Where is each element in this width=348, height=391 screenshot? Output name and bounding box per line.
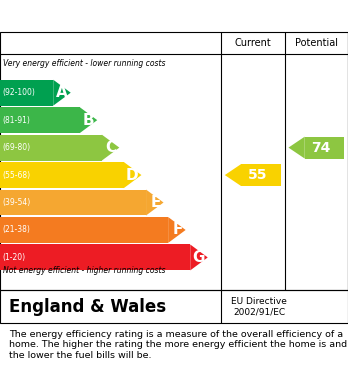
Bar [0, 162, 124, 188]
Text: (69-80): (69-80) [2, 143, 30, 152]
Text: England & Wales: England & Wales [9, 298, 166, 316]
Text: 55: 55 [247, 168, 267, 182]
Text: A: A [56, 85, 68, 100]
Bar [0, 107, 80, 133]
Text: Not energy efficient - higher running costs: Not energy efficient - higher running co… [3, 265, 166, 274]
Text: F: F [173, 222, 183, 237]
Polygon shape [190, 244, 208, 271]
Text: 74: 74 [311, 141, 331, 154]
Text: (39-54): (39-54) [2, 198, 30, 207]
Bar [0, 244, 190, 271]
Bar [0, 80, 53, 106]
Bar [0, 135, 102, 161]
Text: Current: Current [235, 38, 271, 48]
Text: Very energy efficient - lower running costs: Very energy efficient - lower running co… [3, 59, 166, 68]
Polygon shape [225, 164, 241, 186]
Text: EU Directive
2002/91/EC: EU Directive 2002/91/EC [231, 297, 287, 316]
Text: Potential: Potential [295, 38, 338, 48]
Polygon shape [168, 217, 185, 243]
Text: Energy Efficiency Rating: Energy Efficiency Rating [9, 9, 211, 23]
Polygon shape [124, 162, 141, 188]
Bar [0, 190, 146, 215]
Text: (92-100): (92-100) [2, 88, 35, 97]
Text: B: B [83, 113, 94, 127]
Bar [0, 217, 168, 243]
Text: G: G [192, 250, 205, 265]
Text: (1-20): (1-20) [2, 253, 25, 262]
Text: (81-91): (81-91) [2, 116, 30, 125]
Bar [305, 136, 344, 159]
Polygon shape [288, 136, 305, 159]
Text: C: C [105, 140, 117, 155]
Polygon shape [53, 80, 71, 106]
Polygon shape [80, 107, 97, 133]
Text: The energy efficiency rating is a measure of the overall efficiency of a home. T: The energy efficiency rating is a measur… [9, 330, 347, 360]
Polygon shape [146, 190, 164, 215]
Polygon shape [102, 135, 119, 161]
Text: E: E [150, 195, 161, 210]
Bar [241, 164, 281, 186]
Text: D: D [126, 168, 139, 183]
Text: (55-68): (55-68) [2, 170, 30, 179]
Text: (21-38): (21-38) [2, 226, 30, 235]
